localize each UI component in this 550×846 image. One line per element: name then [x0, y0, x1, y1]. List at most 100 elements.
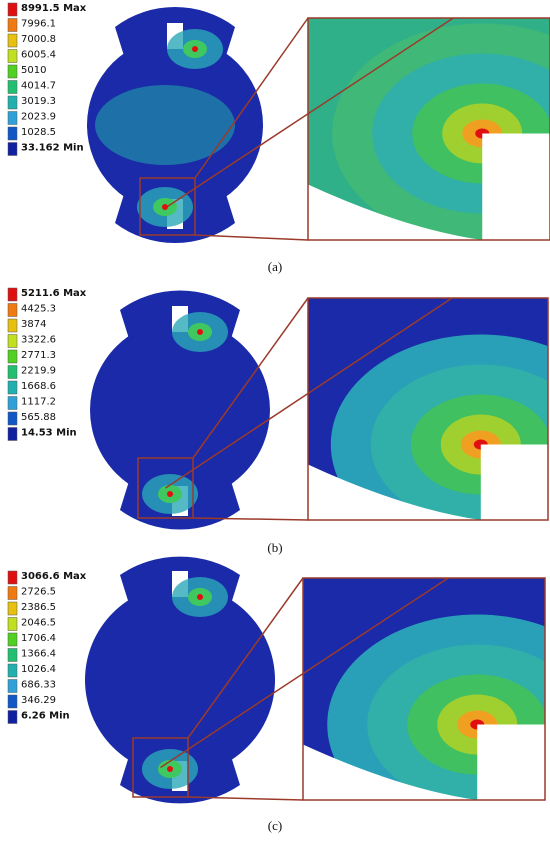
legend-label: 6.26 Min	[21, 711, 70, 722]
legend-label: 8991.5 Max	[21, 3, 87, 14]
legend-label: 33.162 Min	[21, 143, 84, 154]
legend-swatch	[7, 2, 18, 17]
legend-swatch	[7, 632, 18, 647]
legend-swatch	[7, 49, 18, 63]
legend-label: 2726.5	[21, 587, 56, 598]
legend-label: 5010	[21, 65, 46, 76]
legend-swatch	[7, 648, 18, 662]
legend-swatch	[7, 570, 18, 585]
legend-swatch	[7, 33, 18, 48]
legend-label: 1668.6	[21, 381, 56, 392]
connector	[194, 234, 309, 241]
connector	[194, 17, 309, 179]
zoom-content	[308, 298, 548, 520]
legend-swatch	[7, 111, 18, 125]
legend-label: 2771.3	[21, 350, 56, 361]
legend-swatch	[7, 318, 18, 333]
legend-label: 1026.4	[21, 664, 56, 675]
connector	[187, 796, 304, 801]
legend-label: 2386.5	[21, 602, 56, 613]
zoom-cut	[477, 724, 545, 800]
legend-label: 346.29	[21, 695, 56, 706]
legend-swatch	[7, 663, 18, 678]
stress-peak	[197, 329, 203, 335]
caption: (c)	[268, 818, 282, 833]
legend-label: 4425.3	[21, 304, 56, 315]
legend-label: 4014.7	[21, 81, 56, 92]
panel: 3066.6 Max 2726.5 2386.5 2046.5 1706.4 1366.4…	[7, 556, 546, 833]
legend-label: 3066.6 Max	[21, 571, 87, 582]
legend-swatch	[7, 365, 18, 379]
zoom-frame	[307, 17, 550, 241]
stress-peak	[162, 204, 168, 210]
legend-label: 2219.9	[21, 366, 56, 377]
connector	[160, 577, 449, 769]
legend-label: 14.53 Min	[21, 428, 77, 439]
stress-peak	[167, 491, 173, 497]
legend-label: 686.33	[21, 680, 56, 691]
legend-label: 1028.5	[21, 127, 56, 138]
legend-label: 3019.3	[21, 96, 56, 107]
legend-label: 7000.8	[21, 34, 56, 45]
panel: 5211.6 Max 4425.3 3874 3322.6 2771.3 2219.9 16…	[7, 287, 549, 555]
legend-label: 5211.6 Max	[21, 288, 87, 299]
stress-peak	[197, 594, 203, 600]
legend-swatch	[7, 694, 18, 709]
detail-frame	[139, 177, 196, 236]
caption: (a)	[268, 259, 282, 274]
legend-swatch	[7, 427, 18, 441]
stress-peak	[167, 766, 173, 772]
legend-swatch	[7, 142, 18, 156]
legend-swatch	[7, 334, 18, 348]
legend-label: 6005.4	[21, 50, 56, 61]
connector	[165, 297, 453, 489]
stress-peak	[192, 46, 198, 52]
zoom-frame	[302, 577, 546, 801]
legend-label: 7996.1	[21, 19, 56, 30]
legend-swatch	[7, 95, 18, 110]
legend-swatch	[7, 380, 18, 395]
legend-swatch	[7, 586, 18, 600]
legend-label: 3874	[21, 319, 46, 330]
legend-label: 565.88	[21, 412, 56, 423]
legend-swatch	[7, 80, 18, 94]
zoom-outside	[308, 464, 481, 520]
legend-label: 1706.4	[21, 633, 56, 644]
legend-label: 2023.9	[21, 112, 56, 123]
zoom-content	[308, 18, 550, 240]
zoom-outside	[308, 184, 483, 240]
detail-frame	[137, 457, 194, 519]
connector	[192, 517, 309, 521]
zoom-frame	[307, 297, 549, 521]
detail-frame	[132, 737, 189, 798]
legend-swatch	[7, 601, 18, 616]
legend-swatch	[7, 349, 18, 364]
panel: 8991.5 Max 7996.1 7000.8 6005.4 5010 4014.7 30…	[7, 2, 550, 274]
legend-swatch	[7, 679, 18, 693]
model-disk	[85, 585, 275, 775]
legend-swatch	[7, 18, 18, 32]
legend-swatch	[7, 411, 18, 426]
caption: (b)	[267, 540, 282, 555]
legend-label: 3322.6	[21, 335, 56, 346]
zoom-cut	[482, 133, 550, 240]
connector	[167, 17, 454, 208]
connector	[187, 577, 304, 739]
zoom-cut	[480, 444, 548, 520]
zoom-outside	[303, 744, 478, 800]
legend-swatch	[7, 64, 18, 79]
legend-swatch	[7, 396, 18, 410]
model-disk	[90, 320, 270, 500]
legend-swatch	[7, 126, 18, 141]
legend-swatch	[7, 617, 18, 631]
legend-swatch	[7, 710, 18, 724]
zoom-content	[303, 578, 545, 800]
legend-label: 1366.4	[21, 649, 56, 660]
legend-label: 1117.2	[21, 397, 56, 408]
legend-label: 2046.5	[21, 618, 56, 629]
stress-zone	[95, 85, 235, 165]
connector	[192, 297, 309, 459]
legend-swatch	[7, 287, 18, 302]
